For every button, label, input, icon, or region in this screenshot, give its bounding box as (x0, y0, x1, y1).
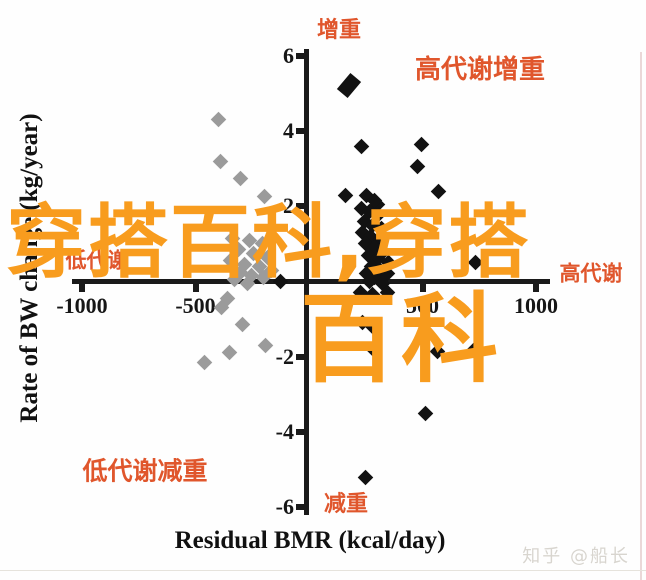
black-diamonds-point (413, 136, 430, 153)
gray-diamonds-point (212, 153, 229, 169)
y-tick-mark (296, 203, 305, 210)
black-diamonds-point (418, 405, 434, 421)
x-tick-mark (419, 284, 426, 292)
y-tick-label: 4 (283, 118, 294, 144)
x-tick-mark (533, 284, 539, 292)
gray-diamonds-point (210, 112, 226, 128)
annotation-label: 高代谢 (559, 261, 623, 286)
annotation-label: 增重 (316, 18, 362, 43)
black-diamonds-point (410, 159, 426, 175)
gray-diamonds-point (234, 316, 250, 333)
x-axis-title: Residual BMR (kcal/day) (174, 527, 446, 554)
gray-diamonds-point (221, 345, 238, 361)
black-diamonds-point (353, 138, 369, 154)
annotation-label: 高代谢增重 (414, 55, 546, 85)
y-tick-label: 2 (283, 193, 294, 219)
zhihu-credit: 知乎 @船长 (522, 546, 630, 567)
x-tick-label: 500 (406, 293, 439, 318)
y-tick-mark (296, 428, 305, 435)
x-tick-label: -500 (175, 293, 216, 318)
x-tick-label: 1000 (514, 293, 558, 318)
black-diamonds-point (357, 469, 374, 485)
y-tick-label: -2 (275, 343, 294, 369)
black-diamonds-point (336, 73, 362, 99)
annotation-label: 低代谢 (65, 248, 129, 273)
watermark-line1: 穿搭百科,穿搭 (6, 196, 531, 289)
x-tick-mark (192, 284, 199, 292)
y-tick-mark (296, 353, 305, 360)
annotation-label: 低代谢减重 (82, 456, 208, 486)
x-axis-line (72, 279, 550, 284)
x-tick-label: -1000 (56, 293, 108, 318)
image-edge (640, 52, 642, 580)
x-tick-mark (79, 284, 85, 292)
gray-diamonds-point (233, 170, 249, 186)
image-edge (0, 570, 646, 571)
y-tick-mark (296, 52, 305, 59)
gray-diamonds-point (196, 354, 213, 371)
y-tick-mark (296, 128, 305, 135)
watermark-line2: 百科 (300, 283, 502, 396)
y-tick-mark (296, 504, 305, 511)
y-tick-label: -4 (275, 418, 294, 444)
annotation-label: 减重 (323, 492, 369, 517)
y-tick-label: -6 (275, 494, 294, 520)
y-tick-label: 6 (283, 42, 294, 68)
